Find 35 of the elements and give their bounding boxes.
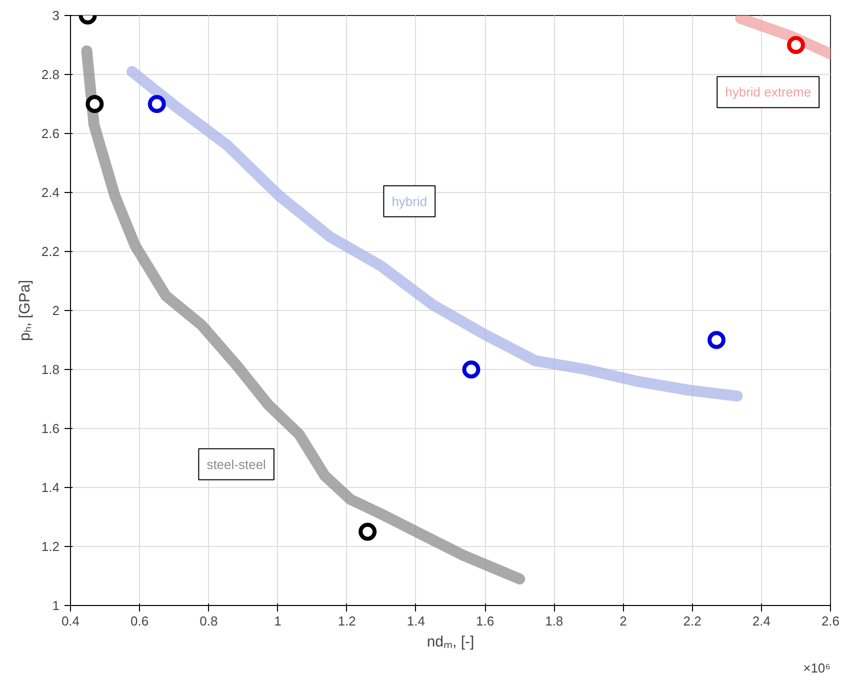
x-tick-label: 0.4 bbox=[61, 614, 80, 628]
y-tick-label: 1.2 bbox=[41, 539, 60, 554]
text: steel-steel bbox=[206, 456, 266, 472]
x-tick-label: 2.4 bbox=[752, 614, 770, 628]
text: hybrid bbox=[392, 194, 428, 209]
x-tick-label: 0.8 bbox=[200, 614, 218, 628]
x-tick-label: 1.8 bbox=[545, 614, 564, 628]
y-tick-label: 1.6 bbox=[41, 421, 60, 436]
x-tick-label: 2.2 bbox=[683, 614, 702, 628]
x-tick-label: 2.6 bbox=[821, 614, 840, 628]
y-tick-label: 2.8 bbox=[41, 67, 60, 82]
x-tick-label: 1.2 bbox=[338, 614, 356, 628]
point bbox=[86, 95, 104, 113]
x-tick-label: 2 bbox=[620, 614, 627, 628]
y-tick-label: 1.8 bbox=[41, 362, 60, 377]
point bbox=[462, 360, 480, 378]
x-tick-label: 1 bbox=[274, 614, 282, 628]
y-tick-label: 2.4 bbox=[41, 185, 60, 200]
y-tick-label: 2 bbox=[52, 303, 60, 318]
x-tick-label: 0.6 bbox=[130, 614, 149, 628]
x-axis-title: ndₘ, [-] bbox=[426, 634, 474, 650]
x-tick-label: 1.4 bbox=[406, 614, 425, 628]
y-tick-label: 2.6 bbox=[41, 126, 60, 141]
y-tick-label: 3 bbox=[52, 8, 60, 23]
point bbox=[786, 36, 805, 54]
y-axis-title: pₕ, [GPa] bbox=[16, 280, 34, 342]
x-tick-label: 1.6 bbox=[476, 614, 494, 628]
y-tick-label: 1 bbox=[52, 598, 60, 613]
text: hybrid extreme bbox=[725, 84, 812, 100]
point bbox=[358, 522, 377, 541]
point bbox=[148, 95, 166, 113]
y-tick-label: 2.2 bbox=[41, 244, 60, 259]
text: ×10⁶ bbox=[803, 660, 831, 676]
point bbox=[708, 331, 726, 349]
y-tick-label: 1.4 bbox=[41, 480, 60, 495]
